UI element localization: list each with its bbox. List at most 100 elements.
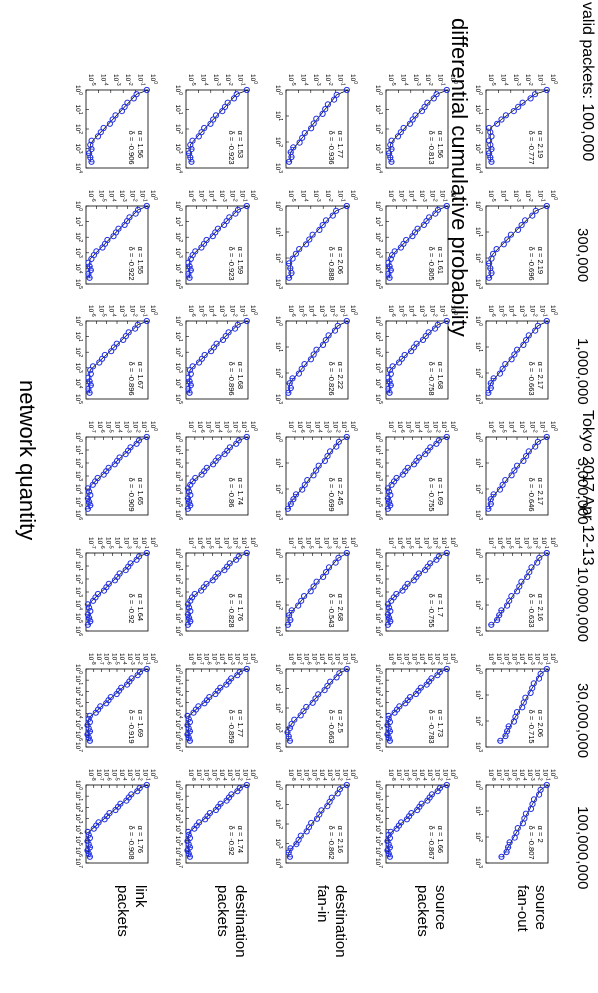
data-point — [186, 367, 193, 374]
data-point — [422, 451, 429, 458]
y-tick-label: 10-5 — [487, 74, 496, 86]
y-tick-label: 10-7 — [495, 653, 504, 665]
data-point — [433, 556, 440, 563]
data-point — [85, 715, 92, 723]
data-point — [100, 124, 107, 132]
data-point — [122, 451, 129, 458]
x-tick-label: 107 — [374, 858, 383, 868]
valid-packets-label: valid packets: 100,000 — [579, 2, 596, 162]
x-tick-label: 100 — [274, 85, 283, 95]
x-tick-label: 102 — [474, 600, 483, 610]
alpha-label: α = 2.45 — [336, 478, 345, 505]
data-point — [231, 325, 239, 332]
y-tick-label: 10-1 — [340, 421, 349, 433]
data-point — [343, 549, 350, 557]
row-label: source — [532, 885, 549, 930]
x-tick-label: 102 — [374, 347, 383, 357]
data-point — [185, 831, 192, 839]
data-point — [410, 461, 418, 468]
alpha-label: α = 1.7 — [436, 594, 445, 617]
y-tick-label: 10-3 — [212, 74, 221, 86]
data-point — [504, 236, 511, 243]
y-tick-label: 10-4 — [214, 421, 223, 433]
y-tick-label: 10-3 — [222, 537, 231, 549]
panel: 10010110210310410510010-110-210-310-410-… — [374, 190, 458, 289]
data-point — [87, 370, 94, 377]
y-tick-label: 10-6 — [503, 769, 512, 781]
x-tick-label: 101 — [274, 227, 283, 237]
x-tick-label: 102 — [374, 124, 383, 134]
y-tick-label: 10-4 — [108, 305, 117, 317]
y-tick-label: 10-2 — [328, 305, 337, 317]
data-point — [203, 580, 210, 587]
panel: 10010110210310410010-110-210-310-410-510… — [274, 769, 358, 868]
delta-label: δ = -0.92 — [227, 826, 236, 856]
y-tick-label: 10-4 — [408, 305, 417, 317]
data-point — [316, 226, 323, 233]
x-tick-label: 103 — [174, 471, 183, 481]
data-point — [111, 577, 119, 584]
delta-label: δ = -0.813 — [427, 131, 436, 165]
data-point — [336, 670, 343, 677]
data-point — [85, 259, 92, 266]
data-point — [319, 222, 326, 229]
x-tick-label: 103 — [274, 626, 283, 636]
x-tick-label: 105 — [374, 613, 383, 623]
x-tick-label: 105 — [74, 720, 83, 730]
y-tick-label: 100 — [149, 653, 158, 663]
data-point — [84, 601, 92, 608]
y-tick-label: 10-3 — [322, 537, 331, 549]
y-tick-label: 10-5 — [497, 421, 506, 433]
data-point — [313, 578, 320, 585]
y-tick-label: 10-2 — [428, 190, 437, 202]
alpha-label: α = 1.77 — [336, 131, 345, 158]
x-tick-label: 105 — [174, 613, 183, 623]
y-tick-label: 100 — [249, 190, 258, 200]
x-tick-label: 104 — [74, 484, 83, 494]
data-point — [322, 217, 330, 224]
x-tick-label: 103 — [74, 471, 83, 481]
y-tick-label: 10-2 — [528, 305, 537, 317]
data-point — [333, 207, 340, 214]
x-tick-label: 101 — [74, 217, 83, 227]
x-tick-label: 103 — [74, 813, 83, 823]
x-tick-label: 103 — [74, 248, 83, 258]
data-point — [191, 590, 198, 598]
data-point — [409, 233, 416, 240]
x-tick-label: 100 — [274, 548, 283, 558]
data-point — [289, 255, 296, 262]
data-point — [234, 672, 241, 679]
data-point — [418, 108, 425, 115]
data-point — [90, 597, 97, 604]
x-tick-label: 104 — [74, 378, 83, 388]
alpha-label: α = 2.19 — [536, 247, 545, 274]
x-tick-label: 100 — [174, 316, 183, 326]
data-point — [219, 108, 226, 115]
data-point — [112, 806, 119, 814]
y-tick-label: 10-5 — [305, 537, 314, 549]
data-point — [385, 725, 392, 732]
x-tick-label: 103 — [374, 248, 383, 258]
y-tick-label: 10-7 — [195, 769, 204, 781]
y-tick-label: 10-6 — [396, 537, 405, 549]
y-tick-label: 10-4 — [99, 74, 108, 86]
y-tick-label: 10-2 — [434, 769, 443, 781]
y-tick-label: 10-3 — [422, 421, 431, 433]
data-point — [85, 831, 92, 839]
data-point — [89, 481, 96, 488]
alpha-label: α = 2.16 — [536, 594, 545, 621]
x-tick-label: 100 — [474, 85, 483, 95]
panel-frame — [485, 205, 549, 285]
data-point — [94, 133, 102, 140]
y-tick-label: 10-1 — [537, 74, 546, 86]
data-point — [84, 828, 91, 835]
x-tick-label: 103 — [474, 144, 483, 154]
data-point — [535, 675, 543, 682]
y-tick-label: 10-7 — [195, 653, 204, 665]
y-tick-label: 10-2 — [234, 769, 243, 781]
data-point — [499, 365, 506, 372]
y-tick-label: 10-5 — [410, 769, 419, 781]
data-point — [202, 816, 209, 823]
data-point — [310, 120, 317, 127]
